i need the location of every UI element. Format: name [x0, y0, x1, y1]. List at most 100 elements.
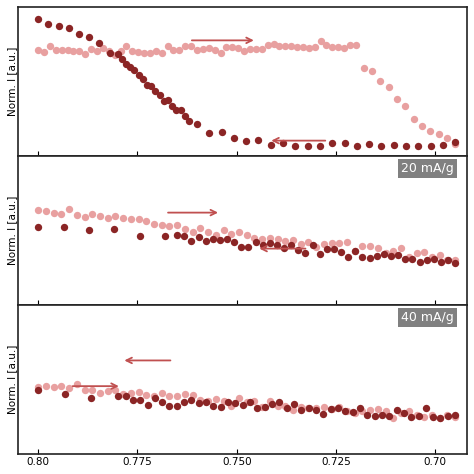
Point [382, 407, 390, 415]
Point [401, 102, 409, 109]
Point [135, 388, 142, 396]
Point [317, 37, 324, 45]
Point [127, 64, 134, 71]
Point [177, 106, 184, 113]
Point [35, 223, 42, 231]
Point [251, 234, 258, 241]
Point [428, 411, 436, 419]
Point [216, 237, 224, 244]
Point [181, 225, 189, 233]
Point [228, 230, 235, 237]
Y-axis label: Norm. I [a.u.]: Norm. I [a.u.] [7, 196, 17, 265]
Point [422, 404, 429, 412]
Point [289, 406, 297, 413]
Point [301, 250, 309, 257]
Point [128, 47, 136, 55]
Point [152, 87, 159, 95]
Point [73, 380, 81, 388]
Point [65, 24, 73, 32]
Point [405, 253, 412, 261]
Point [166, 402, 173, 410]
Point [119, 214, 127, 222]
Point [105, 47, 113, 55]
Point [274, 235, 282, 242]
Point [270, 40, 277, 48]
Point [42, 383, 50, 390]
Point [117, 47, 124, 55]
Point [35, 206, 42, 213]
Point [366, 242, 374, 250]
Point [195, 399, 202, 407]
Point [374, 244, 382, 251]
Point [168, 102, 176, 110]
Point [327, 406, 335, 413]
Point [436, 251, 444, 259]
Point [427, 127, 434, 135]
Point [336, 403, 343, 411]
Point [346, 42, 354, 49]
Point [131, 66, 138, 74]
Point [345, 253, 352, 260]
Point [50, 383, 57, 391]
Point [287, 42, 295, 49]
Y-axis label: Norm. I [a.u.]: Norm. I [a.u.] [7, 345, 17, 414]
Point [181, 232, 188, 240]
Point [151, 394, 159, 401]
Point [58, 46, 65, 54]
Point [35, 16, 42, 23]
Point [228, 402, 235, 410]
Point [427, 142, 434, 150]
Point [328, 44, 336, 51]
Point [110, 226, 118, 233]
Point [140, 49, 148, 57]
Point [351, 247, 358, 255]
Point [275, 42, 283, 50]
Point [65, 205, 73, 213]
Point [435, 130, 442, 137]
Point [165, 392, 173, 400]
Point [143, 391, 150, 398]
Point [60, 223, 67, 231]
Point [352, 41, 360, 49]
Point [316, 142, 324, 150]
Point [387, 252, 395, 260]
Point [309, 241, 316, 248]
Point [393, 95, 401, 103]
Point [418, 122, 426, 130]
Point [282, 42, 289, 50]
Point [87, 46, 95, 53]
Point [158, 398, 166, 406]
Point [35, 383, 42, 391]
Point [340, 45, 348, 52]
Point [343, 238, 351, 246]
Point [343, 408, 351, 415]
Point [353, 142, 361, 150]
Point [235, 44, 242, 51]
Point [451, 411, 459, 419]
Point [146, 49, 154, 56]
Point [75, 30, 83, 37]
Point [139, 75, 146, 83]
Point [114, 51, 121, 58]
Point [294, 246, 302, 254]
Point [111, 386, 119, 394]
Point [89, 210, 96, 218]
Point [173, 221, 181, 229]
Point [46, 42, 54, 50]
Point [443, 134, 451, 142]
Point [377, 77, 384, 85]
Point [224, 398, 232, 406]
Point [335, 44, 342, 51]
Point [336, 239, 343, 246]
Point [99, 44, 107, 52]
Point [127, 389, 135, 397]
Point [136, 232, 144, 239]
Point [266, 397, 273, 405]
Point [390, 247, 397, 255]
Point [89, 387, 96, 394]
Point [232, 400, 239, 407]
Point [444, 412, 452, 419]
Point [123, 43, 130, 50]
Point [252, 238, 259, 246]
Point [223, 235, 231, 242]
